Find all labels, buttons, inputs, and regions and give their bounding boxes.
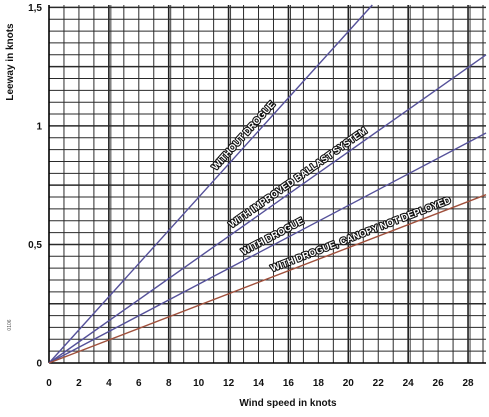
x-tick-label: 12 [223,378,235,389]
x-tick-label: 16 [283,378,295,389]
plot-background [49,5,486,363]
x-tick-label: 6 [136,378,142,389]
series-line [48,132,487,364]
series-line [48,54,487,364]
axes [48,5,486,364]
y-tick-label: 1,5 [28,3,42,14]
series-line [48,4,373,364]
x-tick-label: 28 [462,378,474,389]
series-lines [48,4,487,364]
x-tick-label: 14 [253,378,265,389]
x-tick-label: 24 [403,378,415,389]
x-tick-label: 26 [433,378,445,389]
x-tick-label: 18 [313,378,325,389]
x-tick-label: 22 [373,378,385,389]
x-tick-label: 2 [76,378,82,389]
x-axis-title: Wind speed in knots [239,398,337,409]
y-tick-label: 0,5 [28,240,42,251]
x-tick-label: 10 [193,378,205,389]
x-tick-label: 8 [166,378,172,389]
y-tick-label: 0 [36,359,42,370]
y-axis-title: Leeway in knots [5,23,16,101]
grid [49,5,486,363]
x-tick-label: 20 [343,378,355,389]
series-line [48,194,487,364]
y-tick-label: 1 [36,121,42,132]
margin-code: 0106 [7,319,13,330]
x-tick-label: 4 [106,378,112,389]
x-tick-label: 0 [46,378,52,389]
